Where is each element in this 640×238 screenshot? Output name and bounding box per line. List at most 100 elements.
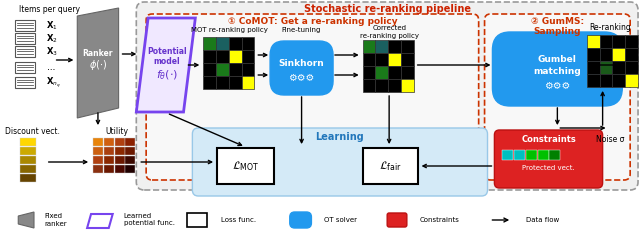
Bar <box>612 48 625 61</box>
Bar <box>388 53 401 66</box>
FancyBboxPatch shape <box>484 14 630 180</box>
Bar <box>401 79 413 92</box>
Bar <box>204 63 216 76</box>
FancyBboxPatch shape <box>387 213 407 227</box>
Bar <box>587 48 600 61</box>
Bar <box>401 53 413 66</box>
Text: $\mathbf{X}_1$: $\mathbf{X}_1$ <box>46 19 58 32</box>
Text: Items per query: Items per query <box>19 5 80 14</box>
Bar <box>115 156 125 164</box>
Text: ② GumMS:: ② GumMS: <box>531 18 584 26</box>
Bar <box>625 74 638 87</box>
Text: MOT re-ranking policy: MOT re-ranking policy <box>191 27 268 33</box>
Text: Learning: Learning <box>316 132 364 142</box>
Bar <box>104 165 114 173</box>
Bar <box>20 156 36 164</box>
Bar <box>15 33 35 44</box>
Text: ⚙⚙⚙: ⚙⚙⚙ <box>289 73 315 83</box>
Bar <box>526 150 537 160</box>
Bar <box>125 165 135 173</box>
Text: $\phi(\cdot)$: $\phi(\cdot)$ <box>89 58 107 72</box>
Bar <box>125 147 135 155</box>
Bar <box>93 165 103 173</box>
Text: ⚙⚙⚙: ⚙⚙⚙ <box>544 81 570 91</box>
Bar <box>612 35 625 48</box>
Text: $\mathbf{X}_2$: $\mathbf{X}_2$ <box>46 32 58 45</box>
Text: Loss func.: Loss func. <box>221 217 256 223</box>
FancyBboxPatch shape <box>136 2 638 190</box>
Bar <box>15 46 35 57</box>
Bar <box>587 61 600 74</box>
Bar <box>363 148 418 184</box>
Text: Fixed
ranker: Fixed ranker <box>45 213 67 227</box>
Polygon shape <box>19 212 34 228</box>
Bar <box>600 35 612 48</box>
Bar <box>625 48 638 61</box>
Text: $f_\theta(\cdot)$: $f_\theta(\cdot)$ <box>156 68 178 82</box>
Text: Constraints: Constraints <box>420 217 460 223</box>
Bar <box>228 63 241 76</box>
Bar <box>612 74 625 87</box>
Bar <box>115 147 125 155</box>
Bar <box>115 138 125 146</box>
Bar <box>204 76 216 89</box>
Bar <box>125 156 135 164</box>
Bar <box>217 148 274 184</box>
Text: Utility: Utility <box>105 128 128 137</box>
FancyBboxPatch shape <box>492 32 622 106</box>
Bar <box>388 40 401 53</box>
Bar <box>401 66 413 79</box>
Text: Data flow: Data flow <box>526 217 559 223</box>
Bar <box>625 61 638 74</box>
Text: re-ranking policy: re-ranking policy <box>360 33 419 39</box>
Bar <box>388 79 401 92</box>
Bar <box>20 165 36 173</box>
Bar <box>600 74 612 87</box>
Bar <box>502 150 513 160</box>
Text: Corrected: Corrected <box>372 25 406 31</box>
Bar <box>388 66 401 79</box>
Text: $\mathcal{L}_{\mathrm{fair}}$: $\mathcal{L}_{\mathrm{fair}}$ <box>379 159 401 173</box>
Bar <box>216 63 228 76</box>
Bar <box>612 61 625 74</box>
FancyBboxPatch shape <box>290 212 312 228</box>
Bar <box>241 37 254 50</box>
Text: matching: matching <box>534 68 581 76</box>
Bar <box>401 40 413 53</box>
Bar <box>104 156 114 164</box>
Bar <box>125 138 135 146</box>
Bar <box>228 50 241 63</box>
Bar <box>241 76 254 89</box>
Polygon shape <box>136 18 195 112</box>
Bar <box>15 62 35 73</box>
Text: model: model <box>154 58 180 66</box>
Text: Learned
potential func.: Learned potential func. <box>124 213 175 227</box>
Bar <box>363 53 376 66</box>
Text: Re-ranking: Re-ranking <box>589 24 632 33</box>
Bar <box>600 48 612 61</box>
FancyBboxPatch shape <box>270 41 333 95</box>
Bar <box>538 150 548 160</box>
Bar <box>376 79 388 92</box>
Text: Discount vect.: Discount vect. <box>4 128 60 137</box>
Bar <box>15 77 35 88</box>
Bar <box>376 66 388 79</box>
Bar <box>93 156 103 164</box>
Text: $\mathbf{X}_3$: $\mathbf{X}_3$ <box>46 45 58 58</box>
Text: Ranker: Ranker <box>83 50 113 59</box>
Bar <box>20 147 36 155</box>
Bar <box>15 20 35 31</box>
Bar <box>20 174 36 182</box>
Text: Sinkhorn: Sinkhorn <box>278 59 324 68</box>
Text: Sampling: Sampling <box>534 26 581 35</box>
Bar <box>216 76 228 89</box>
Bar <box>514 150 525 160</box>
FancyBboxPatch shape <box>495 130 603 188</box>
Bar <box>363 79 376 92</box>
Text: Noise σ: Noise σ <box>596 135 625 144</box>
Bar <box>115 165 125 173</box>
Bar <box>104 138 114 146</box>
Text: Gumbel: Gumbel <box>538 55 577 64</box>
Text: Stochastic re-ranking pipeline: Stochastic re-ranking pipeline <box>303 4 470 14</box>
Text: $\mathcal{L}_{\mathrm{MOT}}$: $\mathcal{L}_{\mathrm{MOT}}$ <box>232 159 259 173</box>
